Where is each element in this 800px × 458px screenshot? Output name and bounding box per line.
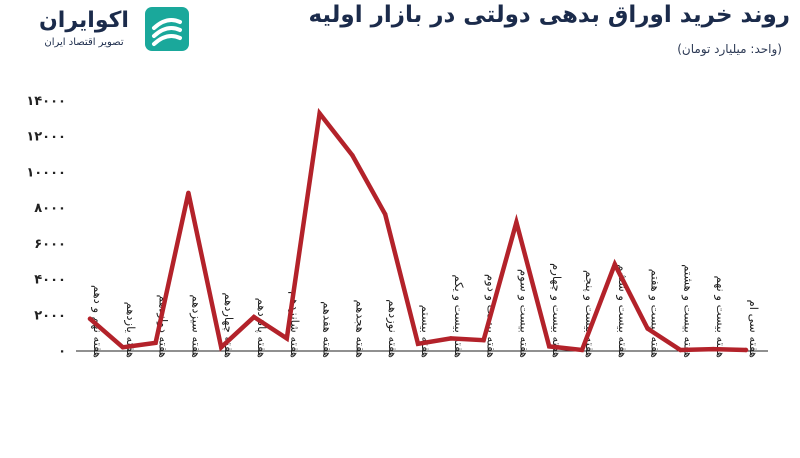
data-point — [579, 347, 585, 353]
x-tick-label: هفته هفدهم — [321, 301, 335, 358]
data-point — [547, 344, 552, 349]
data-point — [514, 220, 519, 225]
x-tick-label: هفته بیست و نهم — [713, 276, 728, 358]
x-tick-label: هفته سیزدهم — [188, 295, 203, 358]
x-tick-label: هفته یازدهم — [123, 302, 138, 358]
x-tick-label: هفته بیست و هشتم — [680, 264, 695, 358]
data-point — [284, 336, 289, 341]
x-tick-label: هفته پانزدهم — [254, 298, 269, 358]
data-point — [711, 346, 716, 352]
x-tick-label: هفته بیست و چهارم — [549, 263, 564, 358]
y-tick-label: ۸۰۰۰ — [34, 201, 66, 216]
data-point — [120, 345, 126, 350]
data-point — [645, 326, 650, 331]
y-tick-label: ۶۰۰۰ — [34, 237, 66, 252]
data-point — [317, 111, 322, 116]
y-tick-label: ۴۰۰۰ — [34, 273, 66, 288]
brand-name: اکوایران — [39, 8, 129, 33]
y-tick-label: ۰ — [58, 344, 66, 359]
x-tick-label: هفته دوازدهم — [156, 295, 171, 358]
series — [87, 107, 749, 353]
x-tick-label: هفته بیست و هفتم — [648, 269, 663, 358]
x-tick-label: هفته هجدهم — [353, 300, 367, 358]
y-tick-label: ۲۰۰۰ — [34, 308, 66, 323]
data-point — [186, 190, 191, 196]
brand-logo: اکوایران تصویر اقتصاد ایران — [16, 6, 206, 54]
series-line — [87, 107, 749, 353]
unit-label: (واحد: میلیارد تومان) — [677, 42, 782, 56]
data-point — [383, 212, 388, 217]
y-tick-label: ۱۰۰۰۰ — [26, 165, 66, 180]
x-tick-label: هفته بیستم — [419, 305, 433, 358]
y-axis: ۰ ۲۰۰۰ ۴۰۰۰ ۶۰۰۰ ۸۰۰۰ ۱۰۰۰۰ ۱۲۰۰۰ ۱۴۰۰۰ — [26, 94, 66, 359]
data-point — [350, 153, 355, 158]
data-point — [415, 341, 421, 346]
x-tick-label: هفته سی ام — [747, 300, 761, 358]
brand-tagline: تصویر اقتصاد ایران — [44, 37, 124, 48]
x-tick-label: هفته بیست و یکم — [451, 275, 466, 358]
chart-title: روند خرید اوراق بدهی دولتی در بازار اولی… — [308, 2, 790, 28]
x-tick-label: هفته نهم و دهم — [90, 285, 105, 358]
data-point — [678, 347, 683, 353]
chart-header: اکوایران تصویر اقتصاد ایران روند خرید او… — [0, 0, 800, 62]
data-point — [219, 345, 224, 350]
data-point — [612, 262, 617, 267]
data-point — [87, 316, 93, 321]
y-tick-label: ۱۲۰۰۰ — [26, 130, 66, 145]
data-point — [153, 340, 158, 346]
data-point — [251, 314, 257, 320]
data-point — [448, 336, 453, 341]
y-tick-label: ۱۴۰۰۰ — [26, 94, 66, 109]
x-tick-label: هفته بیست و سوم — [516, 269, 531, 358]
brand-mark-icon — [145, 7, 189, 51]
x-tick-label: هفته نوزدهم — [385, 299, 400, 358]
data-point — [481, 337, 486, 343]
data-point — [743, 347, 749, 353]
x-axis: هفته نهم و دهم هفته یازدهم هفته دوازدهم هفت… — [76, 263, 768, 358]
